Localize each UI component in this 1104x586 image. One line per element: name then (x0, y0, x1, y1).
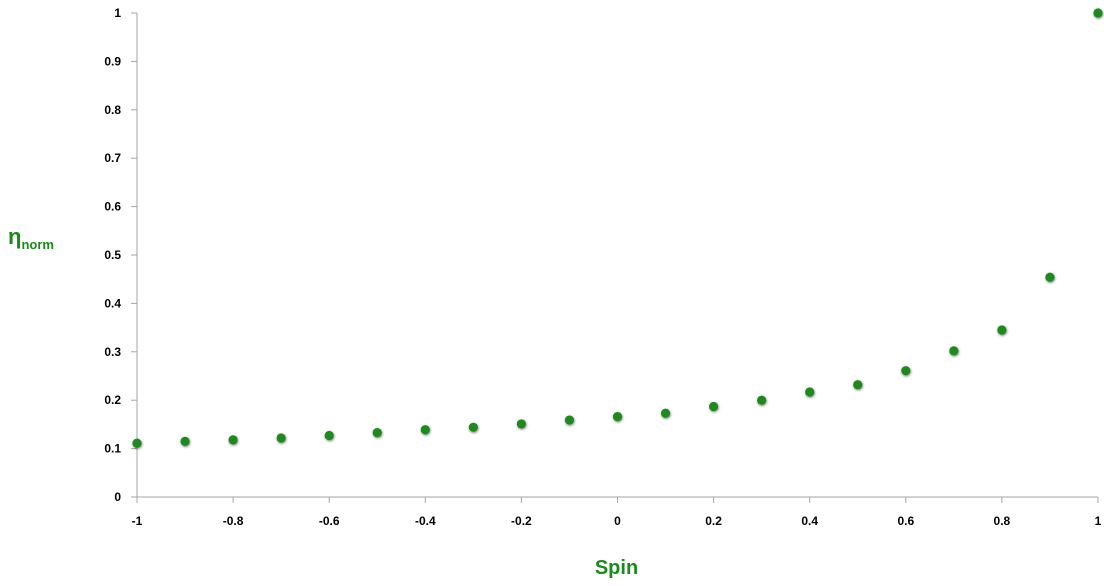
axes (136, 13, 1098, 498)
data-point (516, 419, 527, 429)
y-tick-label: 0.6 (104, 200, 121, 214)
x-axis-ticks: -1 -0.8 -0.6 -0.4 -0.2 0 0.2 0.4 0.6 0.8 1 (132, 497, 1102, 528)
y-tick-label: 0.5 (104, 248, 121, 262)
y-tick-label: 0.9 (104, 54, 121, 68)
data-point (420, 425, 430, 435)
data-point (324, 430, 334, 441)
data-point (660, 408, 671, 418)
data-point (997, 325, 1007, 335)
data-point (805, 387, 815, 397)
data-point (949, 346, 959, 356)
x-tick-label: -0.6 (319, 514, 340, 528)
data-point (853, 380, 863, 390)
y-tick-label: 0.1 (104, 442, 121, 456)
data-point (276, 433, 286, 443)
data-points (132, 8, 1103, 448)
y-tick-label: 0.3 (104, 345, 121, 359)
data-point (709, 401, 719, 412)
y-axis-title-subscript: norm (21, 237, 54, 252)
x-tick-label: 0.6 (897, 514, 914, 528)
y-axis-title-symbol: η (8, 224, 21, 249)
data-point (468, 422, 478, 432)
data-point (372, 428, 382, 438)
x-axis-title: Spin (595, 557, 638, 579)
x-tick-label: 1 (1095, 514, 1102, 528)
data-point (1045, 272, 1055, 282)
x-tick-label: -0.8 (223, 514, 244, 528)
y-axis-ticks: 0 0.1 0.2 0.3 0.4 0.5 0.6 0.7 0.8 0.9 1 (104, 6, 137, 504)
x-tick-label: 0.2 (705, 514, 722, 528)
y-tick-label: 1 (114, 6, 121, 20)
x-tick-label: 0.4 (801, 514, 818, 528)
data-point (132, 438, 142, 448)
x-tick-label: -1 (132, 514, 143, 528)
y-tick-label: 0.4 (104, 296, 121, 310)
data-point (612, 412, 623, 422)
y-axis-title: ηnorm (8, 224, 54, 252)
x-tick-label: 0 (614, 514, 621, 528)
x-tick-label: -0.4 (415, 514, 436, 528)
x-tick-label: 0.8 (994, 514, 1011, 528)
y-tick-label: 0 (114, 490, 121, 504)
y-tick-label: 0.8 (104, 103, 121, 117)
data-point (228, 435, 238, 445)
y-tick-label: 0.2 (104, 393, 121, 407)
data-point (901, 366, 911, 376)
y-tick-label: 0.7 (104, 151, 121, 165)
data-point (564, 415, 575, 425)
data-point (1093, 8, 1103, 18)
data-point (757, 395, 767, 405)
data-point (180, 436, 190, 446)
x-tick-label: -0.2 (511, 514, 532, 528)
